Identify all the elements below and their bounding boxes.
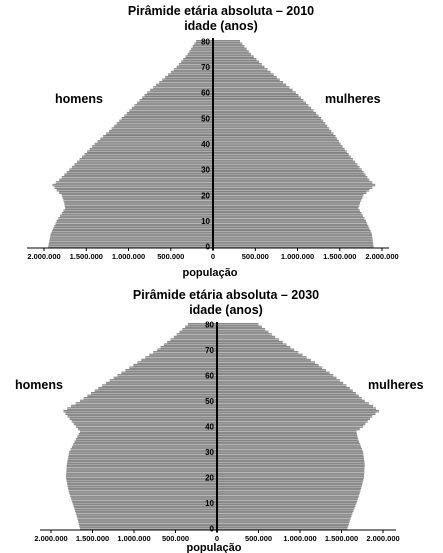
x-ticks: 2.000.000 1.500.000 1.000.000 500.000 0 500.0… [34,530,400,543]
age-tick-label: 80 [201,37,210,46]
bars-group [48,40,376,248]
chart-title: Pirâmide etária absoluta – 2010 [128,4,314,18]
chart-title: Pirâmide etária absoluta – 2030 [133,288,319,302]
x-tick-label: 500.000 [157,252,184,261]
women-label: mulheres [368,378,424,392]
x-tick-label: 500.000 [245,534,272,543]
x-tick-label: 1.500.000 [76,534,109,543]
pyramid-2030: Pirâmide etária absoluta – 2030 idade (a… [15,288,424,553]
age-tick-label: 70 [201,63,210,72]
age-tick-label: 20 [205,474,214,483]
age-tick-label: 70 [205,346,214,355]
age-tick-label: 10 [201,217,210,226]
women-label: mulheres [325,92,381,106]
x-tick-label: 0 [215,534,219,543]
x-tick-label: 1.500.000 [70,252,103,261]
age-tick-label: 60 [205,371,214,380]
x-tick-label: 1.000.000 [117,534,150,543]
pyramid-2010: Pirâmide etária absoluta – 2010 idade (a… [27,4,399,279]
y-axis-label: idade (anos) [184,19,258,33]
men-label: homens [55,92,103,106]
bars-group [63,323,379,530]
x-tick-label: 2.000.000 [366,534,399,543]
age-tick-label: 30 [205,448,214,457]
x-tick-label: 500.000 [162,534,189,543]
men-label: homens [15,378,63,392]
age-tick-label: 30 [201,166,210,175]
x-tick-label: 1.500.000 [323,252,356,261]
x-tick-label: 2.000.000 [27,252,60,261]
x-tick-label: 500.000 [242,252,269,261]
x-axis-label: população [186,542,241,553]
x-axis-label: população [182,267,237,279]
age-tick-label: 50 [205,397,214,406]
age-tick-label: 40 [205,423,214,432]
age-tick-label: 0 [206,243,211,252]
x-ticks: 2.000.000 1.500.000 1.000.000 500.000 0 500.0… [27,248,399,261]
age-tick-label: 10 [205,499,214,508]
age-tick-label: 50 [201,114,210,123]
x-tick-label: 1.500.000 [325,534,358,543]
x-tick-label: 1.000.000 [112,252,145,261]
x-tick-label: 1.000.000 [283,534,316,543]
age-tick-label: 20 [201,191,210,200]
age-ticks: 0 10 20 30 40 50 60 70 80 [205,320,214,533]
age-tick-label: 80 [205,320,214,329]
x-tick-label: 2.000.000 [34,534,67,543]
age-tick-label: 40 [201,140,210,149]
age-tick-label: 0 [210,525,215,534]
y-axis-label: idade (anos) [189,303,263,317]
x-tick-label: 2.000.000 [365,252,398,261]
age-ticks: 0 10 20 30 40 50 60 70 80 [201,37,210,251]
age-tick-label: 60 [201,89,210,98]
x-tick-label: 1.000.000 [281,252,314,261]
x-tick-label: 0 [211,252,215,261]
